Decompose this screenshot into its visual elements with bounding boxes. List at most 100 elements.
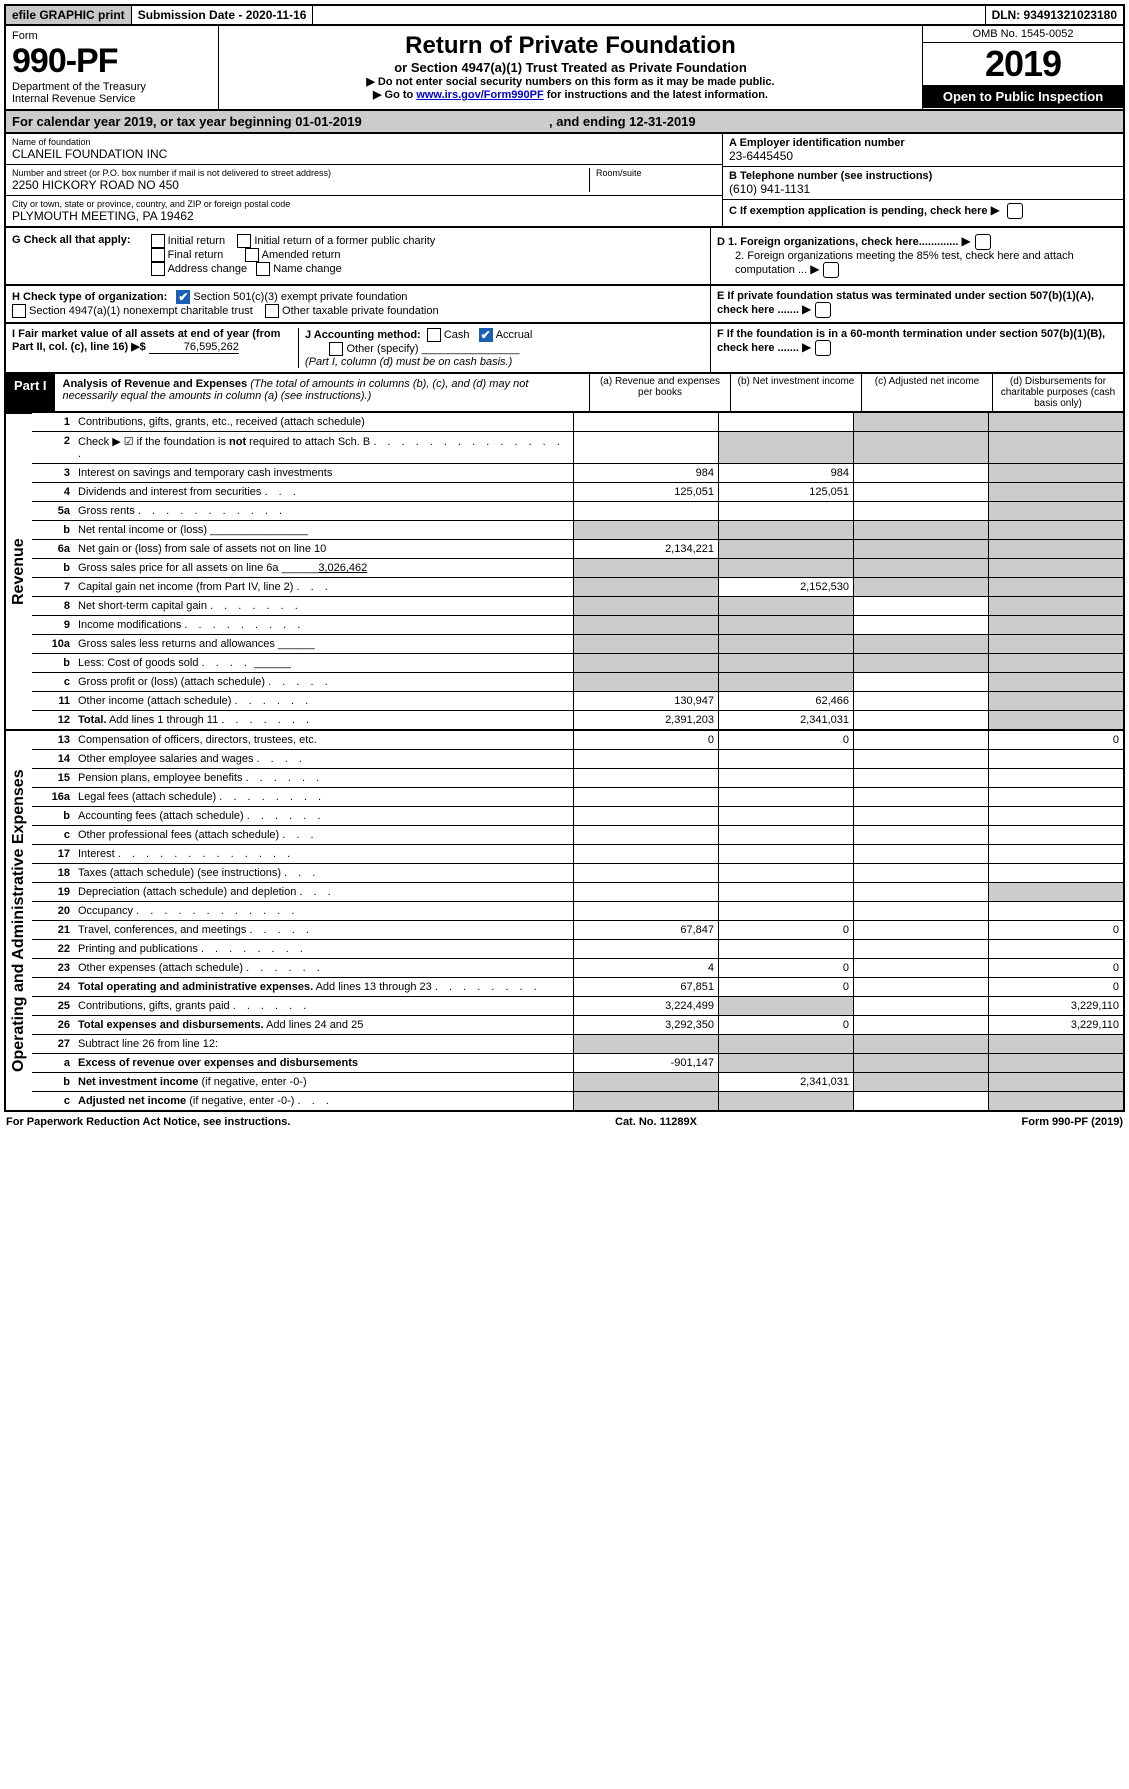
- g-opt-3: Amended return: [262, 249, 341, 261]
- g-final-return-checkbox[interactable]: [151, 248, 165, 262]
- ident-right: A Employer identification number 23-6445…: [722, 134, 1123, 226]
- table-row: bGross sales price for all assets on lin…: [32, 559, 1123, 578]
- table-row: bNet investment income (if negative, ent…: [32, 1073, 1123, 1092]
- table-row: 11Other income (attach schedule) . . . .…: [32, 692, 1123, 711]
- e-checkbox[interactable]: [815, 302, 831, 318]
- form-note-1: ▶ Do not enter social security numbers o…: [225, 75, 916, 88]
- table-row: 9Income modifications . . . . . . . . .: [32, 616, 1123, 635]
- table-row: aExcess of revenue over expenses and dis…: [32, 1054, 1123, 1073]
- table-row: cOther professional fees (attach schedul…: [32, 826, 1123, 845]
- name-label: Name of foundation: [12, 137, 716, 147]
- d1-checkbox[interactable]: [975, 234, 991, 250]
- revenue-sidecat: Revenue: [6, 413, 32, 729]
- col-d-header: (d) Disbursements for charitable purpose…: [992, 374, 1123, 411]
- g-initial-former-checkbox[interactable]: [237, 234, 251, 248]
- table-row: 7Capital gain net income (from Part IV, …: [32, 578, 1123, 597]
- table-row: bLess: Cost of goods sold . . . . ______: [32, 654, 1123, 673]
- revenue-rows: 1Contributions, gifts, grants, etc., rec…: [32, 413, 1123, 729]
- city-cell: City or town, state or province, country…: [6, 196, 722, 226]
- calyear-right: , and ending 12-31-2019: [549, 114, 696, 129]
- table-row: bAccounting fees (attach schedule) . . .…: [32, 807, 1123, 826]
- calendar-year-row: For calendar year 2019, or tax year begi…: [4, 111, 1125, 134]
- dln-label: DLN: 93491321023180: [986, 6, 1123, 24]
- form-note-2: ▶ Go to www.irs.gov/Form990PF for instru…: [225, 88, 916, 101]
- h-opt-3: Other taxable private foundation: [282, 305, 439, 317]
- efile-label: efile GRAPHIC print: [6, 6, 132, 24]
- g-amended-checkbox[interactable]: [245, 248, 259, 262]
- open-to-public: Open to Public Inspection: [923, 85, 1123, 108]
- g-block: G Check all that apply: Initial return I…: [6, 228, 710, 284]
- j-cash: Cash: [444, 329, 470, 341]
- address: 2250 HICKORY ROAD NO 450: [12, 178, 589, 192]
- addr-label: Number and street (or P.O. box number if…: [12, 168, 589, 178]
- form-year-block: OMB No. 1545-0052 2019 Open to Public In…: [922, 26, 1123, 109]
- form-number: 990-PF: [12, 42, 212, 81]
- h-block: H Check type of organization: ✔Section 5…: [6, 286, 710, 322]
- foundation-name: CLANEIL FOUNDATION INC: [12, 147, 716, 161]
- col-a-header: (a) Revenue and expenses per books: [589, 374, 730, 411]
- d2-checkbox[interactable]: [823, 262, 839, 278]
- tax-year: 2019: [923, 43, 1123, 85]
- table-row: 17Interest . . . . . . . . . . . . .: [32, 845, 1123, 864]
- part1-title: Analysis of Revenue and Expenses: [63, 378, 248, 390]
- h-other-tax-checkbox[interactable]: [265, 304, 279, 318]
- addr-cell: Number and street (or P.O. box number if…: [6, 165, 722, 196]
- expenses-sidecat: Operating and Administrative Expenses: [6, 731, 32, 1110]
- table-row: 13Compensation of officers, directors, t…: [32, 731, 1123, 750]
- g-opt-1: Initial return of a former public charit…: [254, 235, 435, 247]
- table-row: 2Check ▶ ☑ if the foundation is not requ…: [32, 432, 1123, 464]
- f-label: F If the foundation is in a 60-month ter…: [717, 328, 1105, 354]
- e-label: E If private foundation status was termi…: [717, 290, 1094, 316]
- table-row: 14Other employee salaries and wages . . …: [32, 750, 1123, 769]
- i-label: I Fair market value of all assets at end…: [12, 328, 280, 353]
- arrow-icon: ▶: [991, 203, 1000, 217]
- j-cash-checkbox[interactable]: [427, 328, 441, 342]
- g-initial-return-checkbox[interactable]: [151, 234, 165, 248]
- footer-mid: Cat. No. 11289X: [615, 1116, 697, 1128]
- table-row: 27Subtract line 26 from line 12:: [32, 1035, 1123, 1054]
- form-id-block: Form 990-PF Department of the Treasury I…: [6, 26, 219, 109]
- g-address-change-checkbox[interactable]: [151, 262, 165, 276]
- city-value: PLYMOUTH MEETING, PA 19462: [12, 209, 716, 223]
- table-row: 23Other expenses (attach schedule) . . .…: [32, 959, 1123, 978]
- part1-title-block: Analysis of Revenue and Expenses (The to…: [55, 374, 589, 411]
- top-bar: efile GRAPHIC print Submission Date - 20…: [4, 4, 1125, 26]
- c-label: C If exemption application is pending, c…: [729, 205, 988, 217]
- form990pf-link[interactable]: www.irs.gov/Form990PF: [416, 89, 543, 101]
- footer-left: For Paperwork Reduction Act Notice, see …: [6, 1116, 290, 1128]
- table-row: 4Dividends and interest from securities …: [32, 483, 1123, 502]
- part1-label: Part I: [6, 374, 55, 411]
- e-block: E If private foundation status was termi…: [710, 286, 1123, 322]
- table-row: 26Total expenses and disbursements. Add …: [32, 1016, 1123, 1035]
- j-accrual-checkbox[interactable]: ✔: [479, 328, 493, 342]
- g-name-change-checkbox[interactable]: [256, 262, 270, 276]
- j-other-checkbox[interactable]: [329, 342, 343, 356]
- h-4947-checkbox[interactable]: [12, 304, 26, 318]
- identification-block: Name of foundation CLANEIL FOUNDATION IN…: [4, 134, 1125, 228]
- form-label: Form: [12, 30, 212, 42]
- page-footer: For Paperwork Reduction Act Notice, see …: [4, 1112, 1125, 1132]
- irs-label: Internal Revenue Service: [12, 93, 212, 105]
- note2-prefix: ▶ Go to: [373, 89, 416, 101]
- h-opt-2: Section 4947(a)(1) nonexempt charitable …: [29, 305, 253, 317]
- g-opt-4: Address change: [168, 263, 248, 275]
- col-b-header: (b) Net investment income: [730, 374, 861, 411]
- name-cell: Name of foundation CLANEIL FOUNDATION IN…: [6, 134, 722, 165]
- ident-left: Name of foundation CLANEIL FOUNDATION IN…: [6, 134, 722, 226]
- table-row: 16aLegal fees (attach schedule) . . . . …: [32, 788, 1123, 807]
- i-j-f-row: I Fair market value of all assets at end…: [4, 324, 1125, 374]
- h-501c3-checkbox[interactable]: ✔: [176, 290, 190, 304]
- table-row: 5aGross rents . . . . . . . . . . .: [32, 502, 1123, 521]
- submission-date: Submission Date - 2020-11-16: [132, 6, 314, 24]
- c-checkbox[interactable]: [1007, 203, 1023, 219]
- h-opt-1: Section 501(c)(3) exempt private foundat…: [193, 291, 407, 303]
- g-opt-0: Initial return: [168, 235, 225, 247]
- f-checkbox[interactable]: [815, 340, 831, 356]
- g-opt-2: Final return: [168, 249, 224, 261]
- table-row: 21Travel, conferences, and meetings . . …: [32, 921, 1123, 940]
- table-row: 24Total operating and administrative exp…: [32, 978, 1123, 997]
- col-c-header: (c) Adjusted net income: [861, 374, 992, 411]
- tel-cell: B Telephone number (see instructions) (6…: [723, 167, 1123, 200]
- table-row: 25Contributions, gifts, grants paid . . …: [32, 997, 1123, 1016]
- g-label: G Check all that apply:: [12, 234, 131, 276]
